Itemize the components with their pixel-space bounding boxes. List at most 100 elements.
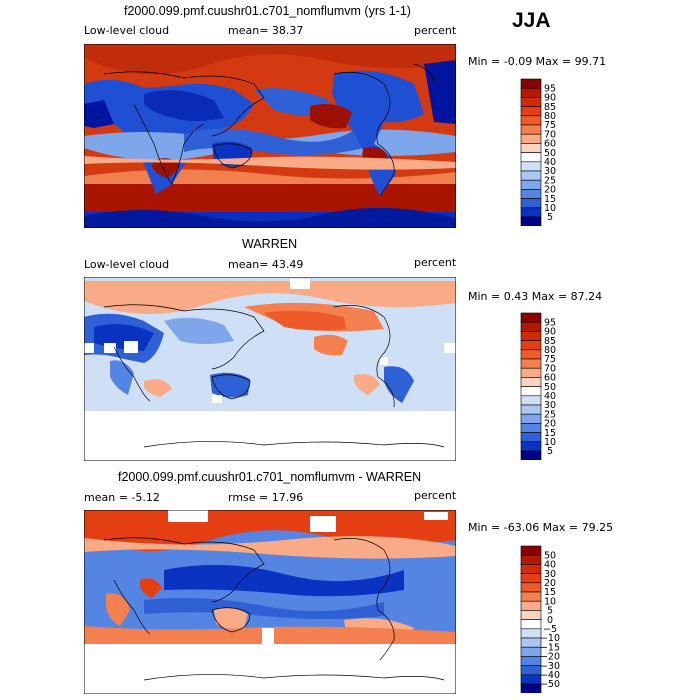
panel3-minmax: Min = -63.06 Max = 79.25 xyxy=(468,521,614,534)
colorbar-tick-label: 5 xyxy=(547,212,553,223)
colorbar-tick-label: 20 xyxy=(544,185,556,196)
colorbar-tick-label: 10 xyxy=(544,596,556,607)
colorbar-box xyxy=(520,395,542,406)
colorbar-tick-label: 5 xyxy=(547,606,553,617)
colorbar-box xyxy=(520,161,542,172)
colorbar-box xyxy=(520,450,542,460)
colorbar-box xyxy=(520,545,542,556)
colorbar-box xyxy=(520,683,542,693)
colorbar-tick-label: 20 xyxy=(544,419,556,430)
colorbar-box xyxy=(520,367,542,378)
colorbar-box xyxy=(520,152,542,163)
colorbar-box xyxy=(520,646,542,657)
colorbar-box xyxy=(520,198,542,209)
colorbar-box xyxy=(520,189,542,199)
colorbar-box xyxy=(520,358,542,369)
colorbar-box xyxy=(520,106,542,117)
colorbar-box xyxy=(520,628,542,639)
colorbar-tick-label: 95 xyxy=(544,317,556,328)
colorbar-box xyxy=(520,386,542,397)
colorbar-box xyxy=(520,600,542,611)
colorbar-box xyxy=(520,582,542,593)
colorbar-tick-label: 50 xyxy=(544,148,556,159)
colorbar-box xyxy=(520,340,542,351)
colorbar-box xyxy=(520,133,542,144)
colorbar-box xyxy=(520,441,542,452)
colorbar-box xyxy=(520,423,542,433)
colorbar-tick-label: 5 xyxy=(547,446,553,457)
colorbar-box xyxy=(520,610,542,620)
colorbar-tick-label: 25 xyxy=(544,175,556,186)
panel3-title: f2000.099.pmf.cuushr01.c701_nomflumvm - … xyxy=(118,470,422,484)
colorbar-box xyxy=(520,124,542,135)
colorbar-tick-label: 60 xyxy=(544,139,556,150)
colorbar-box xyxy=(520,331,542,341)
colorbar-box xyxy=(520,665,542,676)
colorbar-box xyxy=(520,312,542,323)
panel1-units-label: percent xyxy=(414,24,457,37)
colorbar-box xyxy=(520,564,542,574)
colorbar-box xyxy=(520,87,542,98)
colorbar-box xyxy=(520,674,542,685)
colorbar-tick-label: −40 xyxy=(540,670,560,681)
panel2-mean-label: mean= 43.49 xyxy=(228,258,304,271)
colorbar-tick-label: 30 xyxy=(544,400,556,411)
colorbar-box xyxy=(520,143,542,153)
colorbar-tick-label: 40 xyxy=(544,560,556,571)
colorbar-tick-label: 30 xyxy=(544,166,556,177)
panel2-map xyxy=(84,277,456,461)
season-label: JJA xyxy=(512,9,551,32)
colorbar-box xyxy=(520,97,542,107)
colorbar-box xyxy=(520,619,542,630)
panel3-colorbar-boxes xyxy=(520,545,542,693)
colorbar-box xyxy=(520,179,542,190)
panel1-title: f2000.099.pmf.cuushr01.c701_nomflumvm (y… xyxy=(124,4,411,18)
colorbar-tick-label: 15 xyxy=(544,428,556,439)
colorbar-tick-label: −50 xyxy=(540,679,560,690)
panel2-colorbar-boxes xyxy=(520,312,542,460)
colorbar-box xyxy=(520,216,542,226)
colorbar-tick-label: 70 xyxy=(544,129,556,140)
colorbar-tick-label: 75 xyxy=(544,354,556,365)
colorbar-tick-label: 90 xyxy=(544,327,556,338)
panel1-minmax: Min = -0.09 Max = 99.71 xyxy=(468,55,607,68)
panel3-rmse-label: rmse = 17.96 xyxy=(228,491,304,504)
panel3-units-label: percent xyxy=(414,489,457,502)
panel2-title: WARREN xyxy=(242,237,298,251)
colorbar-tick-label: −15 xyxy=(540,642,560,653)
colorbar-tick-label: −30 xyxy=(540,661,560,672)
colorbar-tick-label: 80 xyxy=(544,111,556,122)
panel2-units-label: percent xyxy=(414,256,457,269)
colorbar-box xyxy=(520,554,542,565)
colorbar-tick-label: 40 xyxy=(544,391,556,402)
colorbar-tick-label: 95 xyxy=(544,83,556,94)
panel3-mean-label: mean = -5.12 xyxy=(84,491,160,504)
colorbar-tick-label: 30 xyxy=(544,569,556,580)
colorbar-box xyxy=(520,170,542,181)
colorbar-tick-label: 70 xyxy=(544,363,556,374)
colorbar-box xyxy=(520,321,542,332)
colorbar-box xyxy=(520,591,542,602)
colorbar-tick-label: 50 xyxy=(544,550,556,561)
panel1-variable-label: Low-level cloud xyxy=(84,24,170,37)
colorbar-tick-label: 85 xyxy=(544,102,556,113)
colorbar-box xyxy=(520,207,542,218)
panel1-mean-label: mean= 38.37 xyxy=(228,24,304,37)
colorbar-tick-label: 50 xyxy=(544,382,556,393)
colorbar-box xyxy=(520,377,542,387)
panel2-variable-label: Low-level cloud xyxy=(84,258,170,271)
panel1-map xyxy=(84,44,456,228)
panel1-colorbar-boxes xyxy=(520,78,542,226)
colorbar-box xyxy=(520,432,542,443)
colorbar-tick-label: 75 xyxy=(544,120,556,131)
colorbar-box xyxy=(520,413,542,424)
colorbar-tick-label: 40 xyxy=(544,157,556,168)
colorbar-box xyxy=(520,656,542,666)
colorbar-tick-label: 25 xyxy=(544,409,556,420)
colorbar-tick-label: 85 xyxy=(544,336,556,347)
